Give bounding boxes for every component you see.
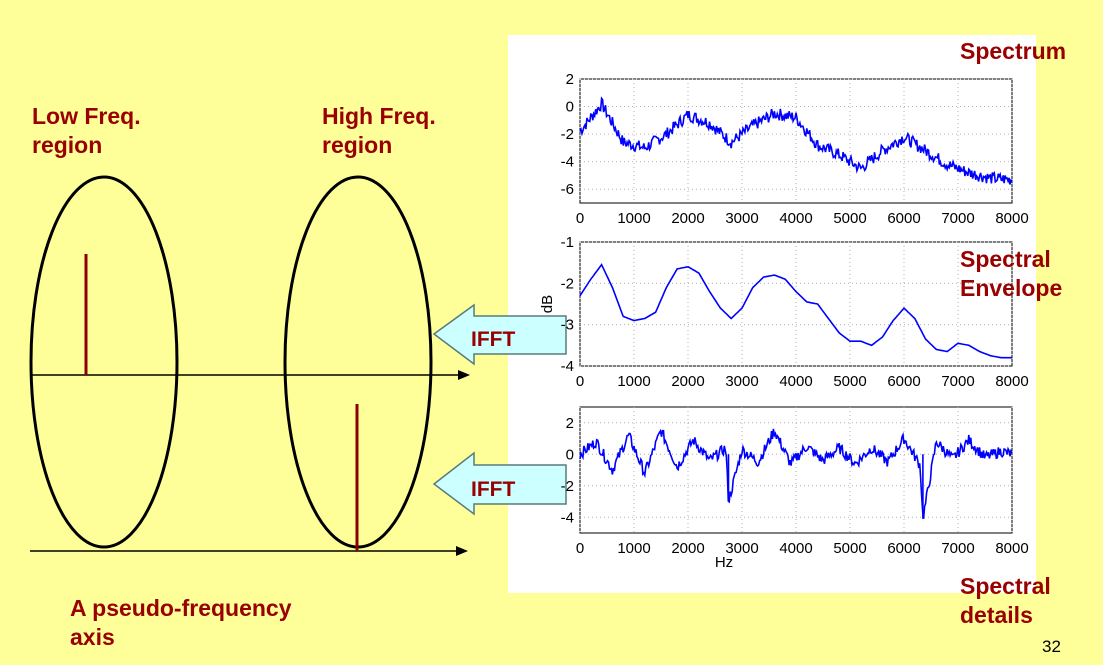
series-line-0 bbox=[579, 96, 1013, 185]
y-tick-label: 2 bbox=[566, 415, 574, 432]
series-line-2 bbox=[579, 428, 1013, 519]
x-tick-label: 5000 bbox=[833, 210, 866, 227]
x-tick-label: 3000 bbox=[725, 210, 758, 227]
x-tick-label: 5000 bbox=[833, 540, 866, 557]
x-axis-label: Hz bbox=[715, 554, 733, 571]
lower-axis-arrowhead bbox=[456, 546, 468, 556]
x-tick-label: 8000 bbox=[995, 373, 1028, 390]
y-tick-label: -6 bbox=[561, 181, 574, 198]
x-tick-label: 4000 bbox=[779, 210, 812, 227]
plots-group: 0 1000 2000 3000 4000 5000 6000 7000 800020-2-4-… bbox=[539, 71, 1029, 571]
y-tick-label: 2 bbox=[566, 71, 574, 88]
x-tick-label: 7000 bbox=[941, 540, 974, 557]
x-tick-label: 6000 bbox=[887, 373, 920, 390]
low-freq-region-label: Low Freq. region bbox=[32, 103, 141, 158]
x-tick-label: 7000 bbox=[941, 210, 974, 227]
x-tick-label: 2000 bbox=[671, 373, 704, 390]
x-tick-label: 0 bbox=[576, 540, 584, 557]
x-tick-label: 8000 bbox=[995, 210, 1028, 227]
y-tick-label: -2 bbox=[561, 126, 574, 143]
chart-frame-1 bbox=[579, 241, 1013, 367]
y-tick-label: -2 bbox=[561, 275, 574, 292]
y-tick-label: -4 bbox=[561, 509, 574, 526]
y-axis-label: dB bbox=[539, 295, 556, 313]
pseudo-frequency-axis-label: A pseudo-frequency axis bbox=[70, 595, 292, 650]
x-tick-label: 0 bbox=[576, 210, 584, 227]
y-tick-label: -3 bbox=[561, 317, 574, 334]
x-tick-label: 6000 bbox=[887, 540, 920, 557]
x-tick-label: 2000 bbox=[671, 540, 704, 557]
upper-axis-arrowhead bbox=[458, 370, 470, 380]
spectral-envelope-label: Spectral Envelope bbox=[960, 246, 1063, 301]
x-tick-label: 2000 bbox=[671, 210, 704, 227]
x-tick-label: 6000 bbox=[887, 210, 920, 227]
high-freq-region-label: High Freq. region bbox=[322, 103, 436, 158]
ifft-label-bottom: IFFT bbox=[471, 478, 515, 501]
x-tick-label: 3000 bbox=[725, 540, 758, 557]
x-tick-label: 3000 bbox=[725, 373, 758, 390]
x-tick-label: 4000 bbox=[779, 373, 812, 390]
y-tick-label: -1 bbox=[561, 234, 574, 251]
series-line-1 bbox=[579, 263, 1012, 359]
ifft-arrow-bottom: IFFT bbox=[432, 451, 567, 516]
y-tick-label: -4 bbox=[561, 154, 574, 171]
low-freq-ellipse bbox=[29, 175, 179, 549]
y-tick-label: -4 bbox=[561, 358, 574, 375]
x-tick-label: 1000 bbox=[617, 540, 650, 557]
chart-frame-0 bbox=[579, 78, 1013, 204]
y-tick-label: -2 bbox=[561, 478, 574, 495]
x-tick-label: 4000 bbox=[779, 540, 812, 557]
x-tick-label: 1000 bbox=[617, 373, 650, 390]
ifft-label-top: IFFT bbox=[471, 328, 515, 351]
x-tick-label: 7000 bbox=[941, 373, 974, 390]
spectral-details-label: Spectral details bbox=[960, 573, 1051, 628]
y-tick-label: 0 bbox=[566, 446, 574, 463]
y-tick-label: 0 bbox=[566, 99, 574, 116]
spectrum-label: Spectrum bbox=[960, 38, 1067, 64]
x-tick-label: 0 bbox=[576, 373, 584, 390]
x-tick-label: 8000 bbox=[995, 540, 1028, 557]
ifft-arrow-top: IFFT bbox=[432, 303, 567, 366]
x-tick-label: 5000 bbox=[833, 373, 866, 390]
page-number: 32 bbox=[1042, 637, 1061, 656]
x-tick-label: 1000 bbox=[617, 210, 650, 227]
